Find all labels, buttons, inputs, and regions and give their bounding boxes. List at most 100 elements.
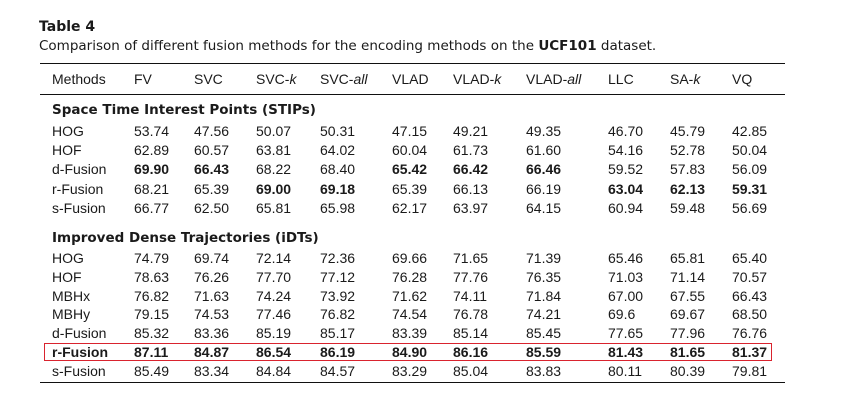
table-cell: 74.24 [256,288,292,304]
table-cell: 67.00 [608,288,644,304]
section-title: Space Time Interest Points (STIPs) [52,102,316,118]
table-cell: 69.90 [134,161,170,177]
table-cell: 74.54 [392,306,428,322]
row-method: s-Fusion [52,363,106,379]
table-cell: 71.84 [526,288,562,304]
table-cell: 63.97 [453,200,489,216]
table-cell: 71.14 [670,269,706,285]
table-cell: 81.43 [608,344,644,360]
column-header-text: VLAD- [526,71,568,87]
column-header-text: SVC [194,71,223,87]
table-cell: 74.21 [526,306,562,322]
table-cell: 45.79 [670,123,706,139]
table-cell: 85.14 [453,325,489,341]
table-cell: 76.26 [194,269,230,285]
table-bottom-rule [40,382,785,384]
table-cell: 76.76 [732,325,768,341]
table-cell: 83.36 [194,325,230,341]
table-cell: 71.65 [453,250,489,266]
row-method: HOG [52,123,84,139]
row-method: r-Fusion [52,181,104,197]
table-cell: 85.17 [320,325,356,341]
column-header: SVC-all [320,70,367,88]
highlight-box [44,343,772,361]
table-cell: 64.02 [320,142,356,158]
column-header-text: VQ [732,71,753,87]
table-cell: 66.42 [453,161,489,177]
table-cell: 68.21 [134,181,170,197]
caption-suffix: dataset. [596,38,657,54]
table-cell: 79.15 [134,306,170,322]
table-cell: 86.54 [256,344,292,360]
column-header-text: VLAD [392,71,429,87]
column-header-text: SA- [670,71,694,87]
table-cell: 60.04 [392,142,428,158]
table-cell: 85.19 [256,325,292,341]
column-header: SVC-k [256,70,296,88]
table-cell: 87.11 [134,344,169,360]
table-cell: 76.82 [320,306,356,322]
table-cell: 47.15 [392,123,428,139]
table-cell: 86.16 [453,344,489,360]
column-header: VQ [732,70,752,88]
table-cell: 42.85 [732,123,768,139]
table-cell: 85.04 [453,363,489,379]
row-method: MBHy [52,306,91,322]
table-cell: 83.39 [392,325,428,341]
table-cell: 70.57 [732,269,768,285]
row-method: d-Fusion [52,161,107,177]
table-cell: 62.17 [392,200,428,216]
table-cell: 77.46 [256,306,292,322]
table-cell: 74.11 [453,288,487,304]
table-cell: 61.73 [453,142,489,158]
table-cell: 74.53 [194,306,230,322]
table-cell: 84.90 [392,344,428,360]
column-header-text: FV [134,71,152,87]
row-method: r-Fusion [52,344,108,360]
table-cell: 62.13 [670,181,706,197]
row-method: HOF [52,269,82,285]
table-cell: 71.39 [526,250,562,266]
table-cell: 69.67 [670,306,706,322]
table-cell: 63.04 [608,181,644,197]
table-header-rule [40,94,785,95]
table-cell: 49.35 [526,123,562,139]
column-header: SA-k [670,70,700,88]
table-cell: 83.29 [392,363,428,379]
row-method: MBHx [52,288,91,304]
table-caption: Comparison of different fusion methods f… [39,38,656,54]
table-cell: 74.79 [134,250,170,266]
column-header: LLC [608,70,634,88]
table-cell: 85.32 [134,325,170,341]
column-header-italic: k [494,71,502,87]
column-header: VLAD-all [526,70,581,88]
table-cell: 61.60 [526,142,562,158]
table-cell: 77.65 [608,325,644,341]
table-cell: 60.94 [608,200,644,216]
table-cell: 65.39 [392,181,428,197]
table-cell: 73.92 [320,288,356,304]
column-header: VLAD-k [453,70,501,88]
table-cell: 50.07 [256,123,292,139]
column-header-italic: all [567,71,582,87]
table-cell: 52.78 [670,142,706,158]
table-cell: 86.19 [320,344,356,360]
table-cell: 56.09 [732,161,768,177]
table-top-rule [40,63,785,65]
table-cell: 77.70 [256,269,292,285]
table-cell: 78.63 [134,269,170,285]
table-cell: 65.98 [320,200,356,216]
table-cell: 72.36 [320,250,356,266]
table-cell: 62.50 [194,200,230,216]
table-cell: 71.63 [194,288,230,304]
table-cell: 66.43 [194,161,230,177]
table-cell: 76.35 [526,269,562,285]
table-cell: 80.39 [670,363,706,379]
table-cell: 68.40 [320,161,356,177]
table-cell: 69.6 [608,306,636,322]
column-header-text: SVC- [320,71,354,87]
column-header-text: VLAD- [453,71,495,87]
table-cell: 76.78 [453,306,489,322]
table-cell: 77.12 [320,269,356,285]
column-header-italic: k [289,71,297,87]
